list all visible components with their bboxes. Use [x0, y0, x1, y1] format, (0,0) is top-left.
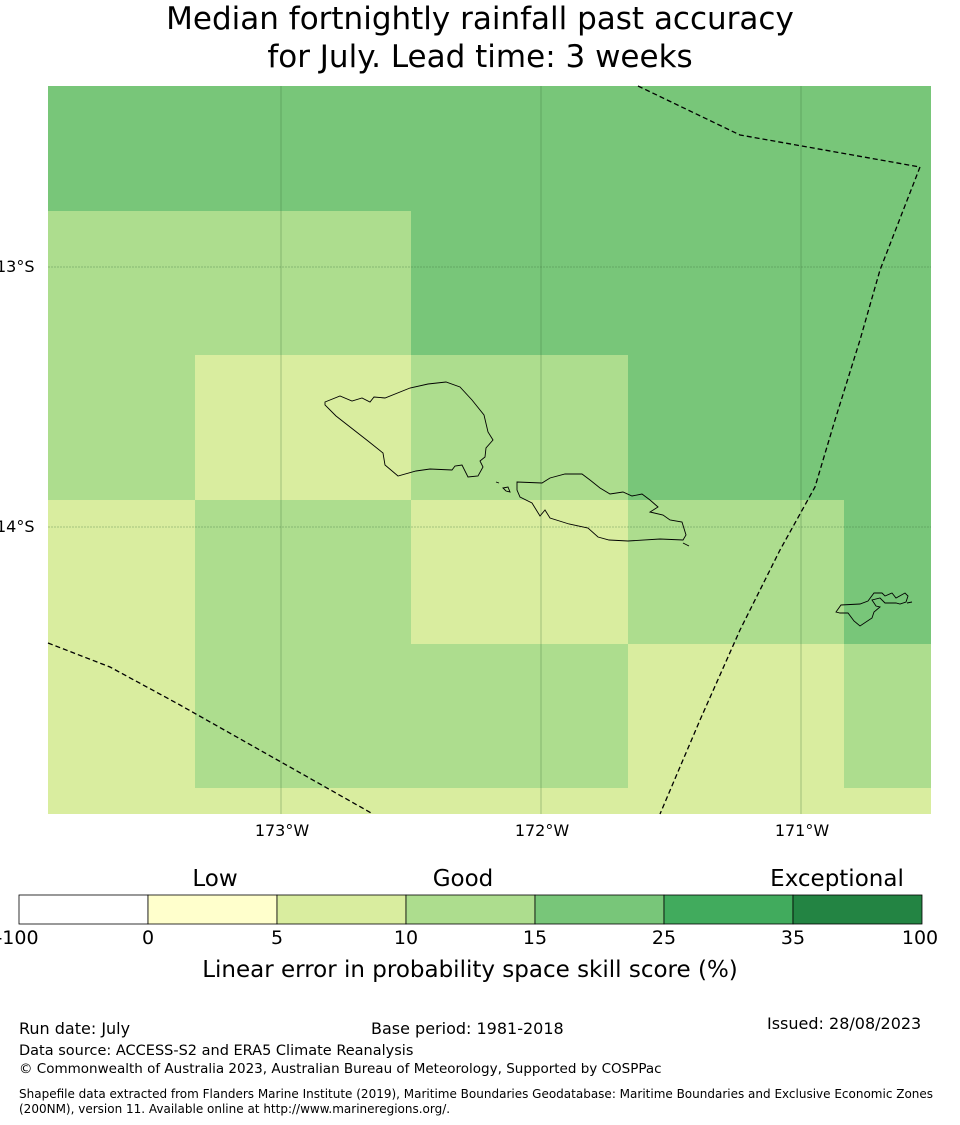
eez-boundary-northeast — [637, 85, 921, 815]
lat-label-14S: 14°S — [0, 517, 35, 536]
title-line-1: Median fortnightly rainfall past accurac… — [166, 1, 794, 37]
cell-mid-upolu-east — [411, 355, 628, 500]
cell-good-top — [48, 86, 931, 211]
colorbar-tick-15: 15 — [522, 927, 548, 949]
copyright: © Commonwealth of Australia 2023, Austra… — [19, 1061, 662, 1077]
issued-date: Issued: 28/08/2023 — [767, 1014, 922, 1033]
title-line-2: for July. Lead time: 3 weeks — [267, 39, 693, 75]
cell-mid-south — [195, 500, 411, 788]
shapefile-note: Shapefile data extracted from Flanders M… — [19, 1087, 934, 1116]
lat-label-13S: 13°S — [0, 257, 35, 276]
colorbar-tick-0: 0 — [141, 927, 155, 949]
colorbar-label: Linear error in probability space skill … — [202, 957, 738, 983]
run-date: Run date: July — [19, 1019, 131, 1038]
cell-low-southwest — [48, 500, 195, 814]
tutuila-island — [835, 592, 909, 627]
colorbar-bin-15-25 — [534, 894, 665, 925]
skill-grid — [48, 86, 931, 814]
colorbar-tick-25: 25 — [651, 927, 677, 949]
colorbar-bin-0-5 — [147, 894, 278, 925]
cell-mid-center-south — [411, 644, 628, 788]
upolu-tip — [682, 542, 690, 547]
cell-low-upolu-west — [195, 355, 411, 500]
cell-good-east — [844, 500, 931, 644]
colorbar-tick-10: 10 — [393, 927, 419, 949]
colorbar-tick-100: 100 — [901, 927, 939, 949]
cell-good-right-mid — [628, 355, 931, 500]
category-low: Low — [192, 866, 238, 892]
apolima-islet — [495, 481, 500, 484]
colorbar-bin-10-15 — [405, 894, 536, 925]
cell-mid-west-2 — [48, 355, 195, 500]
category-exceptional: Exceptional — [770, 866, 904, 892]
eez-boundaries — [47, 85, 921, 815]
colorbar-bin-neg100-0 — [18, 894, 149, 925]
savaii-island — [324, 381, 494, 478]
category-good: Good — [432, 866, 494, 892]
map-title: Median fortnightly rainfall past accurac… — [0, 0, 960, 76]
colorbar-bin-5-10 — [276, 894, 407, 925]
cell-low-bottom-strip — [195, 788, 628, 814]
colorbar — [18, 894, 923, 925]
base-period: Base period: 1981-2018 — [371, 1019, 564, 1038]
gridlines — [48, 86, 931, 814]
eez-boundary-southwest — [47, 642, 374, 815]
colorbar-tick-5: 5 — [270, 927, 284, 949]
lon-label-173W: 173°W — [254, 821, 310, 840]
cell-low-center — [411, 500, 628, 644]
aunuu-islet — [906, 601, 913, 604]
manono-islet — [502, 486, 511, 493]
colorbar-bin-25-35 — [663, 894, 794, 925]
data-source: Data source: ACCESS-S2 and ERA5 Climate … — [19, 1043, 414, 1059]
colorbar-tick-neg100: -100 — [0, 927, 39, 949]
colorbar-bin-35-100 — [792, 894, 923, 925]
cell-mid-west — [48, 211, 411, 355]
colorbar-tick-35: 35 — [780, 927, 806, 949]
islands — [324, 381, 913, 627]
lon-label-171W: 171°W — [774, 821, 830, 840]
cell-good-right — [411, 211, 931, 355]
cell-mid-far-east — [844, 644, 931, 788]
cell-low-southeast — [628, 644, 844, 814]
cell-low-bottom-east — [844, 788, 931, 814]
lon-label-172W: 172°W — [514, 821, 570, 840]
upolu-island — [516, 473, 687, 542]
cell-mid-east — [628, 500, 844, 644]
